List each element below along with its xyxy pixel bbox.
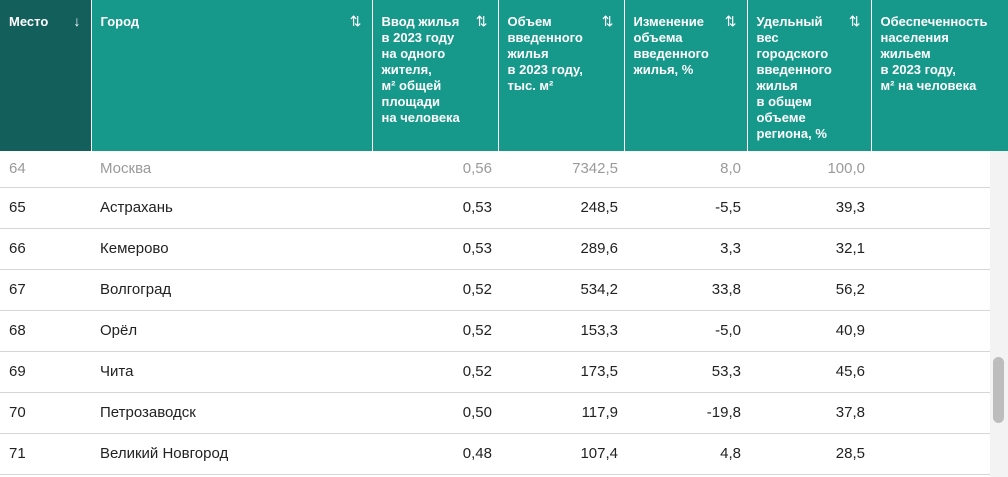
place-cell: 65 <box>0 187 91 229</box>
housing-provision-cell: 27,4 <box>871 228 1008 270</box>
place-cell: 70 <box>0 392 91 434</box>
city-cell: Чита <box>91 351 372 393</box>
housing-per-resident-cell: 0,48 <box>372 433 498 475</box>
city-share-cell: 56,2 <box>747 269 871 311</box>
volume-change-cell: 4,8 <box>624 433 747 475</box>
place-cell: 64 <box>0 151 91 188</box>
housing-volume-cell: 173,5 <box>498 351 624 393</box>
table-body: 64Москва0,567342,58,0100,022,265Астрахан… <box>0 151 1008 475</box>
housing-volume-cell: 153,3 <box>498 310 624 352</box>
housing-per-resident-cell: 0,56 <box>372 151 498 188</box>
column-header-label: Ввод жилья в 2023 году на одного жителя,… <box>381 14 460 125</box>
column-header-city[interactable]: Город ⇅ <box>91 0 373 151</box>
scrollbar-thumb[interactable] <box>993 357 1004 423</box>
column-header-label: Объем введенного жилья в 2023 году, тыс.… <box>507 14 583 93</box>
housing-provision-cell: 26,0 <box>871 269 1008 311</box>
city-cell: Москва <box>91 151 372 188</box>
city-share-cell: 32,1 <box>747 228 871 270</box>
place-cell: 68 <box>0 310 91 352</box>
place-cell: 66 <box>0 228 91 270</box>
column-header-housing-provision[interactable]: Обеспеченность населения жильем в 2023 г… <box>871 0 1008 151</box>
volume-change-cell: 53,3 <box>624 351 747 393</box>
volume-change-cell: -5,0 <box>624 310 747 352</box>
column-header-label: Изменение объема введенного жилья, % <box>633 14 709 77</box>
place-cell: 67 <box>0 269 91 311</box>
housing-provision-cell: 22,2 <box>871 151 1008 188</box>
sort-toggle-icon[interactable]: ⇅ <box>601 13 614 29</box>
column-header-volume-change[interactable]: Изменение объема введенного жилья, % ⇅ <box>624 0 748 151</box>
column-header-city-share[interactable]: Удельный вес городского введенного жилья… <box>747 0 872 151</box>
sort-toggle-icon[interactable]: ⇅ <box>349 13 362 29</box>
city-cell: Петрозаводск <box>91 392 372 434</box>
housing-per-resident-cell: 0,52 <box>372 310 498 352</box>
column-header-label: Обеспеченность населения жильем в 2023 г… <box>880 14 988 93</box>
housing-volume-cell: 289,6 <box>498 228 624 270</box>
city-cell: Астрахань <box>91 187 372 229</box>
column-header-housing-volume[interactable]: Объем введенного жилья в 2023 году, тыс.… <box>498 0 625 151</box>
housing-volume-cell: 7342,5 <box>498 151 624 188</box>
volume-change-cell: 8,0 <box>624 151 747 188</box>
housing-volume-cell: 117,9 <box>498 392 624 434</box>
city-share-cell: 28,5 <box>747 433 871 475</box>
housing-provision-cell: 33,5 <box>871 392 1008 434</box>
volume-change-cell: 33,8 <box>624 269 747 311</box>
vertical-scrollbar[interactable] <box>990 151 1008 477</box>
city-cell: Великий Новгород <box>91 433 372 475</box>
city-share-cell: 39,3 <box>747 187 871 229</box>
housing-per-resident-cell: 0,53 <box>372 228 498 270</box>
city-cell: Кемерово <box>91 228 372 270</box>
housing-provision-cell: 31,4 <box>871 187 1008 229</box>
sort-desc-icon[interactable]: ↓ <box>73 13 81 29</box>
housing-provision-cell: 28,0 <box>871 433 1008 475</box>
table-header-row: Место ↓ Город ⇅ Ввод жилья в 2023 году н… <box>0 0 1008 151</box>
housing-provision-cell: 23,9 <box>871 351 1008 393</box>
city-cell: Волгоград <box>91 269 372 311</box>
place-cell: 71 <box>0 433 91 475</box>
column-header-place[interactable]: Место ↓ <box>0 0 92 151</box>
city-share-cell: 100,0 <box>747 151 871 188</box>
volume-change-cell: -5,5 <box>624 187 747 229</box>
column-header-label: Удельный вес городского введенного жилья… <box>756 14 832 141</box>
sort-toggle-icon[interactable]: ⇅ <box>475 13 488 29</box>
city-share-cell: 40,9 <box>747 310 871 352</box>
city-share-cell: 37,8 <box>747 392 871 434</box>
housing-provision-cell: 34,0 <box>871 310 1008 352</box>
column-header-housing-per-resident[interactable]: Ввод жилья в 2023 году на одного жителя,… <box>372 0 499 151</box>
city-cell: Орёл <box>91 310 372 352</box>
city-share-cell: 45,6 <box>747 351 871 393</box>
housing-volume-cell: 248,5 <box>498 187 624 229</box>
housing-volume-cell: 107,4 <box>498 433 624 475</box>
sort-toggle-icon[interactable]: ⇅ <box>848 13 861 29</box>
housing-per-resident-cell: 0,52 <box>372 351 498 393</box>
volume-change-cell: 3,3 <box>624 228 747 270</box>
volume-change-cell: -19,8 <box>624 392 747 434</box>
housing-per-resident-cell: 0,50 <box>372 392 498 434</box>
place-cell: 69 <box>0 351 91 393</box>
sort-toggle-icon[interactable]: ⇅ <box>724 13 737 29</box>
column-header-label: Город <box>100 14 140 29</box>
housing-volume-cell: 534,2 <box>498 269 624 311</box>
housing-per-resident-cell: 0,53 <box>372 187 498 229</box>
column-header-label: Место <box>9 14 49 29</box>
housing-per-resident-cell: 0,52 <box>372 269 498 311</box>
